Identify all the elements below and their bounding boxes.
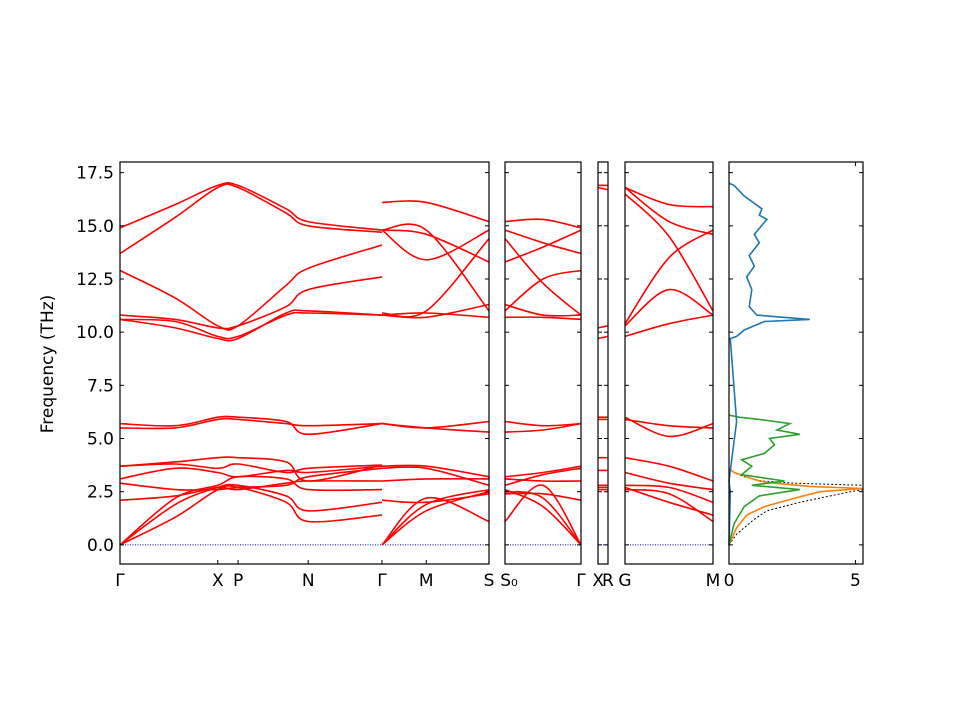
y-tick-label: 12.5 bbox=[76, 270, 114, 290]
y-tick-label: 7.5 bbox=[87, 376, 114, 396]
phonon-band bbox=[119, 415, 383, 436]
phonon-band bbox=[119, 483, 383, 546]
phonon-band bbox=[381, 200, 490, 223]
phonon-band bbox=[381, 420, 490, 429]
dos-curve bbox=[728, 182, 810, 545]
x-tick-label: Γ bbox=[115, 571, 125, 591]
phonon-band bbox=[381, 466, 490, 487]
phonon-band bbox=[119, 276, 383, 330]
phonon-band bbox=[624, 288, 714, 327]
phonon-band bbox=[504, 218, 582, 229]
dos-curve bbox=[728, 467, 864, 546]
y-tick-label: 0.0 bbox=[87, 536, 114, 556]
x-tick-label: X bbox=[212, 571, 224, 591]
phonon-band bbox=[624, 484, 714, 504]
phonon-band bbox=[504, 492, 582, 501]
panel-frame bbox=[597, 161, 609, 565]
phonon-band bbox=[624, 186, 714, 208]
phonon-band bbox=[381, 488, 490, 546]
phonon-band bbox=[381, 229, 490, 261]
x-tick-label: Γ bbox=[377, 571, 387, 591]
phonon-band bbox=[381, 477, 490, 482]
phonon-band bbox=[119, 456, 383, 482]
phonon-band bbox=[119, 244, 383, 331]
phonon-band bbox=[381, 493, 490, 504]
x-tick-label: G bbox=[618, 571, 631, 591]
x-tick-label: M bbox=[706, 571, 721, 591]
phonon-band bbox=[119, 311, 383, 340]
phonon-band bbox=[119, 467, 383, 491]
x-tick-label: N bbox=[302, 571, 315, 591]
phonon-band bbox=[504, 420, 582, 427]
phonon-band bbox=[381, 496, 490, 546]
phonon-band bbox=[624, 416, 714, 438]
phonon-band bbox=[624, 486, 714, 516]
plot-panels: 0.02.55.07.510.012.515.017.5Γ X P N Γ M S S₀ Γ XR… bbox=[76, 161, 864, 591]
band-panel-1: S₀ Γ bbox=[500, 161, 586, 591]
phonon-band bbox=[624, 229, 714, 325]
phonon-band bbox=[119, 417, 383, 430]
dos-frame bbox=[728, 161, 864, 565]
phonon-band bbox=[504, 269, 582, 312]
phonon-band bbox=[624, 314, 714, 338]
phonon-band bbox=[504, 422, 582, 433]
y-tick-label: 15.0 bbox=[76, 217, 114, 237]
phonon-band bbox=[624, 456, 714, 482]
phonon-band bbox=[504, 478, 582, 482]
band-panel-2: XR bbox=[592, 161, 614, 591]
phonon-band bbox=[119, 463, 383, 474]
phonon-band bbox=[504, 229, 582, 255]
phonon-band bbox=[624, 186, 714, 236]
phonon-band bbox=[119, 309, 383, 342]
phonon-band bbox=[504, 490, 582, 546]
x-tick-label: P bbox=[233, 571, 243, 591]
phonon-band bbox=[381, 238, 490, 318]
y-axis-label: Frequency (THz) bbox=[38, 295, 58, 434]
phonon-band bbox=[504, 316, 582, 321]
phonon-band bbox=[504, 303, 582, 317]
phonon-band bbox=[624, 488, 714, 523]
phonon-band bbox=[597, 335, 609, 340]
y-tick-label: 5.0 bbox=[87, 430, 114, 450]
y-tick-label: 10.0 bbox=[76, 323, 114, 343]
x-tick-label: 0 bbox=[724, 571, 735, 591]
phonon-band bbox=[504, 465, 582, 478]
panel-frame bbox=[119, 161, 490, 565]
phonon-band bbox=[597, 325, 609, 329]
x-tick-label: X bbox=[592, 571, 604, 591]
phonon-band bbox=[504, 488, 582, 546]
phonon-band bbox=[504, 467, 582, 487]
phonon-band bbox=[504, 229, 582, 263]
phonon-band bbox=[119, 181, 383, 231]
x-tick-label: S bbox=[484, 571, 495, 591]
phonon-band bbox=[597, 186, 609, 191]
phonon-band bbox=[381, 223, 490, 312]
phonon-band bbox=[119, 183, 383, 255]
phonon-band bbox=[381, 490, 490, 546]
dos-curve bbox=[728, 469, 864, 546]
dos-curve bbox=[728, 414, 800, 546]
x-tick-label: 5 bbox=[850, 571, 861, 591]
panel-frame bbox=[624, 161, 714, 565]
phonon-band bbox=[381, 229, 490, 263]
phonon-band bbox=[624, 193, 714, 312]
phonon-band bbox=[119, 465, 383, 480]
panel-frame bbox=[504, 161, 582, 565]
phonon-band bbox=[504, 238, 582, 316]
y-tick-label: 2.5 bbox=[87, 483, 114, 503]
x-tick-label: M bbox=[419, 571, 434, 591]
phonon-band bbox=[624, 471, 714, 491]
phonon-band bbox=[504, 484, 582, 546]
x-tick-label: Γ bbox=[576, 571, 586, 591]
x-tick-label: R bbox=[602, 571, 614, 591]
y-tick-label: 17.5 bbox=[76, 164, 114, 184]
phonon-band bbox=[381, 464, 490, 478]
x-tick-label: S₀ bbox=[500, 571, 518, 591]
phonon-band bbox=[381, 303, 490, 319]
band-panel-0: 0.0 2.5 5.0 7.5 10.0 12.5 15.0 17.5 Γ X P N Γ M S bbox=[76, 161, 495, 591]
